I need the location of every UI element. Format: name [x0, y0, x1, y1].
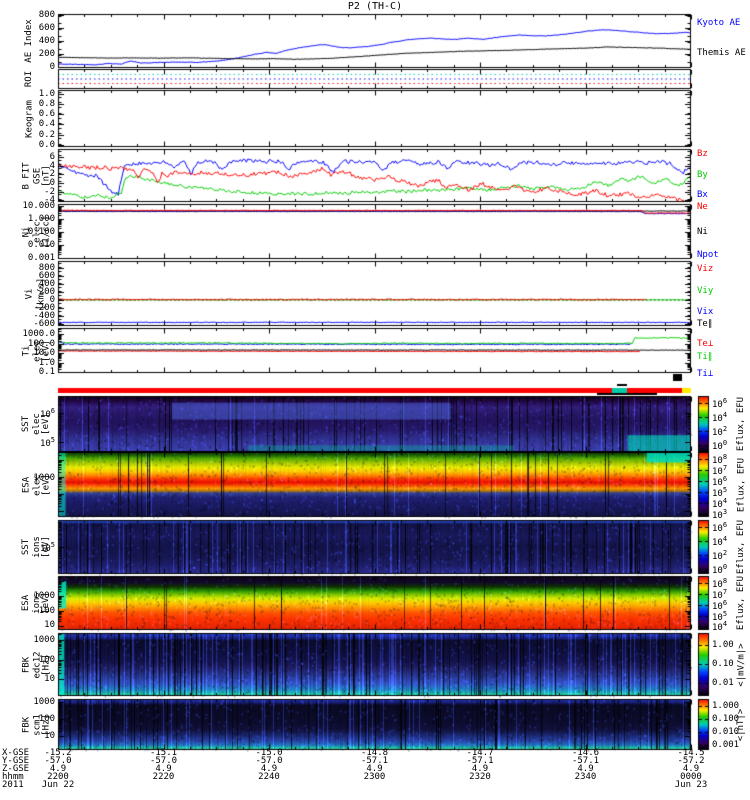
page-title: P2 (TH-C)	[347, 1, 403, 12]
